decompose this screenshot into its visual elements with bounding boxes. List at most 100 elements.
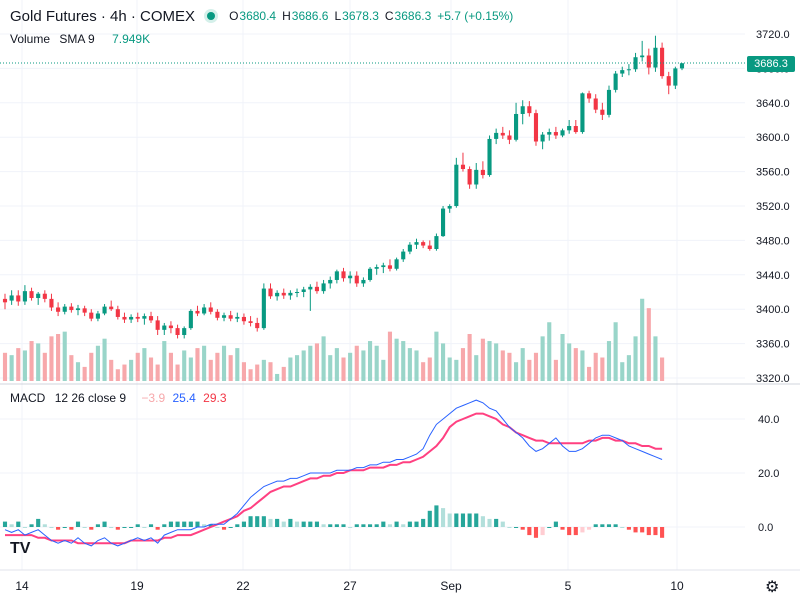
volume-bar <box>593 352 598 381</box>
macd-histogram-bar <box>288 518 293 527</box>
macd-histogram-bar <box>248 516 253 527</box>
volume-bar <box>268 362 273 381</box>
symbol-title[interactable]: Gold Futures · 4h · COMEX <box>10 7 196 25</box>
volume-bar <box>434 331 439 381</box>
price-axis: 3720.03680.03640.03600.03560.03520.03480… <box>756 29 790 385</box>
candle-body <box>527 106 532 114</box>
volume-bar <box>553 359 558 381</box>
ohlc-high: H3686.6 <box>282 9 329 23</box>
candle-body <box>122 316 127 320</box>
macd-params: 12 26 close 9 <box>54 391 127 405</box>
candle-body <box>75 308 81 311</box>
volume-bar <box>527 359 532 381</box>
macd-histogram-bar <box>22 527 27 528</box>
volume-bar <box>580 350 585 381</box>
volume-bar <box>135 352 140 381</box>
volume-bar <box>308 345 313 381</box>
candle-body <box>514 113 519 140</box>
volume-bar <box>474 355 479 381</box>
gear-icon[interactable]: ⚙ <box>765 579 780 596</box>
macd-histogram-bar <box>401 524 406 527</box>
volume-bar <box>9 355 14 381</box>
macd-legend[interactable]: MACD 12 26 close 9 −3.9 25.4 29.3 <box>10 391 227 405</box>
macd-histogram-bar <box>520 527 525 530</box>
macd-histogram-bar <box>646 527 651 536</box>
grid-lines <box>0 0 800 571</box>
candle-body <box>407 244 412 252</box>
candle-body <box>427 245 432 249</box>
macd-histogram-bar <box>387 524 393 527</box>
candle-body <box>666 76 671 86</box>
volume-bar <box>314 343 320 381</box>
volume-bar <box>215 352 220 381</box>
candle-body <box>188 310 193 329</box>
macd-histogram-bar <box>16 521 21 527</box>
candle-body <box>640 55 645 58</box>
candle-body <box>520 106 525 114</box>
macd-line <box>4 399 663 547</box>
time-axis-label: 22 <box>236 579 250 593</box>
candle-body <box>175 328 180 335</box>
volume-legend[interactable]: Volume SMA 9 7.949K <box>10 32 150 46</box>
signal-line-value: 29.3 <box>203 391 227 405</box>
candle-body <box>261 288 266 329</box>
macd-histogram-bar <box>2 521 8 527</box>
candle-body <box>494 132 499 139</box>
volume-bar <box>454 359 459 381</box>
volume-bar <box>354 345 359 381</box>
candle-body <box>155 320 160 330</box>
candle-body <box>613 73 618 90</box>
volume-bar <box>162 341 167 381</box>
macd-histogram-bar <box>102 521 107 527</box>
macd-histogram-bar <box>434 505 439 527</box>
candle-body <box>268 288 273 297</box>
macd-histogram-bar <box>188 521 193 527</box>
candle-body <box>168 325 173 329</box>
candle-body <box>421 242 426 246</box>
volume-bar <box>294 355 300 381</box>
candle-body <box>441 208 446 237</box>
tradingview-logo-icon[interactable]: TV <box>10 540 31 557</box>
candle-body <box>16 295 21 302</box>
price-axis-label: 3320.0 <box>756 373 790 385</box>
candle-body <box>288 292 293 296</box>
volume-bar <box>129 359 134 381</box>
volume-bar <box>69 355 74 381</box>
macd-histogram-bar <box>567 527 572 536</box>
candle-body <box>387 265 393 269</box>
macd-histogram-bar <box>560 527 565 530</box>
macd-pane <box>2 399 665 547</box>
volume-bar <box>248 369 253 381</box>
macd-histogram-bar <box>374 524 379 527</box>
volume-bar <box>507 352 512 381</box>
candle-body <box>487 138 492 176</box>
volume-bar <box>381 359 386 381</box>
volume-bar <box>606 341 612 381</box>
candle-body <box>255 322 260 329</box>
macd-histogram-bar <box>109 527 114 528</box>
macd-histogram-bar <box>202 524 207 527</box>
macd-histogram-bar <box>487 518 492 527</box>
macd-histogram-bar <box>361 524 366 527</box>
candle-body <box>95 313 100 319</box>
volume-bar <box>387 331 393 381</box>
volume-bar <box>235 348 240 381</box>
macd-histogram-bar <box>334 524 339 527</box>
candle-body <box>314 286 320 292</box>
candle-body <box>533 113 539 142</box>
volume-bar <box>441 343 446 381</box>
time-axis: 14 19 22 27 Sep 5 10 <box>15 579 684 593</box>
price-axis-label: 3400.0 <box>756 304 790 316</box>
volume-bar <box>460 348 466 381</box>
volume-bar <box>348 352 353 381</box>
candle-body <box>182 328 187 335</box>
macd-histogram-bar <box>42 524 47 527</box>
volume-bar <box>241 362 246 381</box>
macd-histogram-bar <box>208 524 213 527</box>
volume-bar <box>480 338 485 381</box>
macd-histogram-bar <box>540 527 545 536</box>
volume-bar <box>155 364 160 381</box>
volume-bar <box>414 350 419 381</box>
